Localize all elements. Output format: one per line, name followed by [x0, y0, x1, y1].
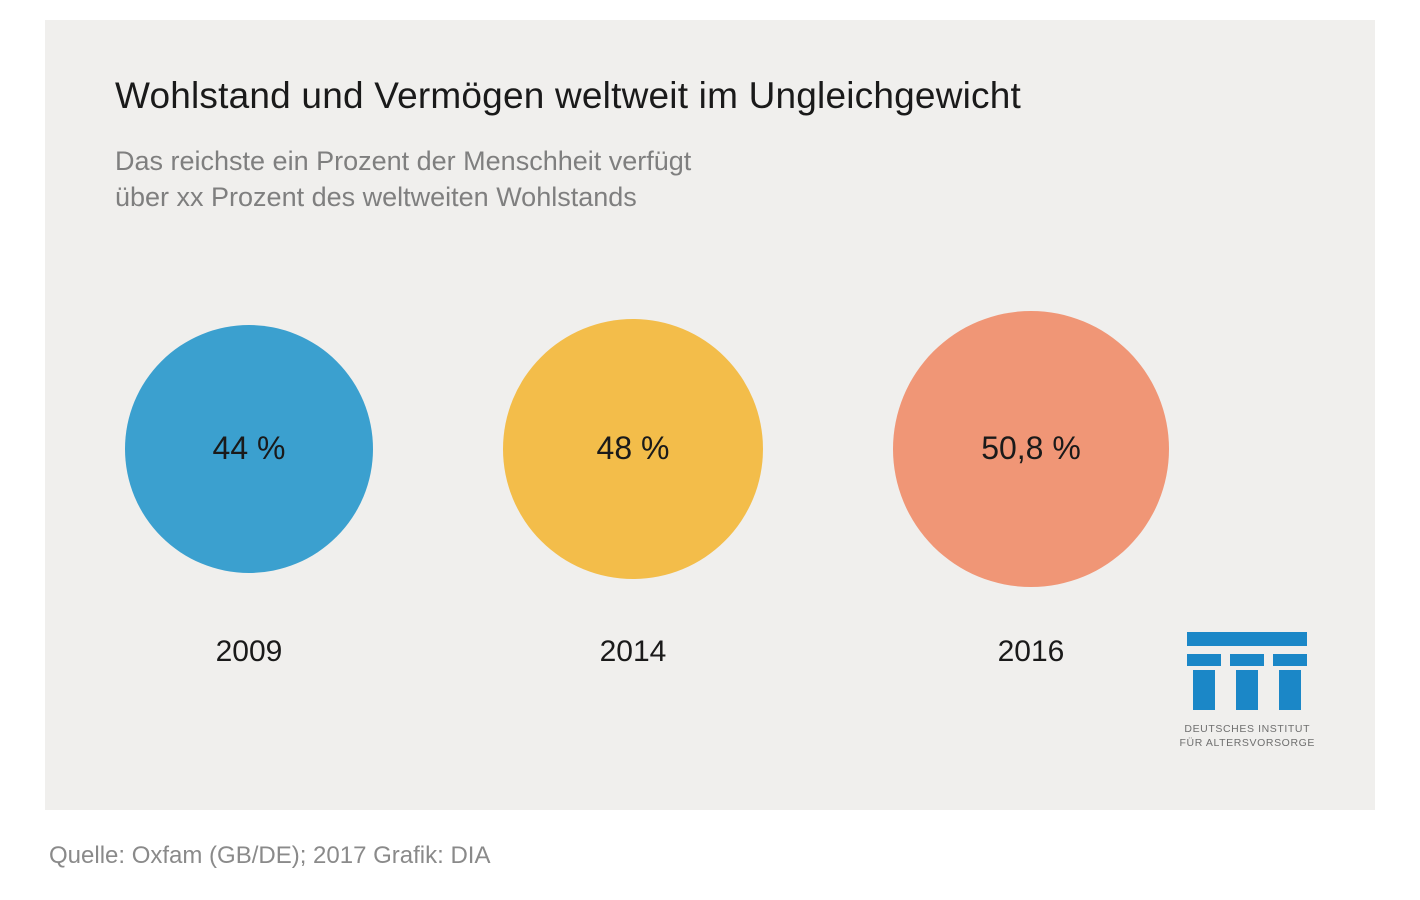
bubble-item-2016: 50,8 % 2016 — [893, 311, 1169, 669]
bubble-row: 44 % 2009 48 % 2014 50,8 % 2016 — [115, 311, 1305, 669]
bubble-year: 2016 — [998, 635, 1065, 669]
bubble-item-2014: 48 % 2014 — [503, 311, 763, 669]
bubble-circle: 50,8 % — [893, 311, 1169, 587]
chart-canvas: Wohlstand und Vermögen weltweit im Ungle… — [0, 0, 1420, 880]
dia-logo-icon — [1187, 632, 1307, 710]
dia-logo-line2: FÜR ALTERSVORSORGE — [1180, 737, 1315, 749]
bubble-circle: 48 % — [503, 319, 763, 579]
bubble-year: 2009 — [216, 635, 283, 669]
bubble-item-2009: 44 % 2009 — [125, 311, 373, 669]
chart-subtitle-line2: über xx Prozent des weltweiten Wohlstand… — [115, 182, 637, 212]
bubble-circle: 44 % — [125, 325, 373, 573]
chart-subtitle: Das reichste ein Prozent der Menschheit … — [115, 143, 1305, 216]
chart-title: Wohlstand und Vermögen weltweit im Ungle… — [115, 75, 1305, 117]
dia-logo-text: DEUTSCHES INSTITUT FÜR ALTERSVORSORGE — [1180, 722, 1315, 750]
dia-logo-line1: DEUTSCHES INSTITUT — [1184, 723, 1310, 735]
chart-subtitle-line1: Das reichste ein Prozent der Menschheit … — [115, 146, 691, 176]
dia-logo: DEUTSCHES INSTITUT FÜR ALTERSVORSORGE — [1180, 632, 1315, 750]
source-caption: Quelle: Oxfam (GB/DE); 2017 Grafik: DIA — [45, 842, 1375, 870]
bubble-year: 2014 — [600, 635, 667, 669]
chart-panel: Wohlstand und Vermögen weltweit im Ungle… — [45, 20, 1375, 810]
